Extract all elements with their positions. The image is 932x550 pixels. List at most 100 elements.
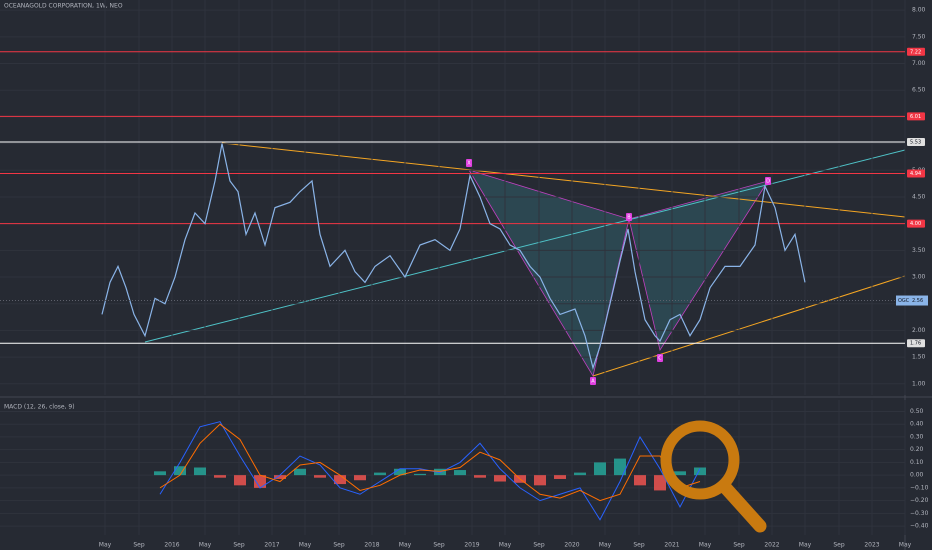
pattern-label: C — [658, 356, 662, 362]
magnifier-ring — [660, 420, 740, 500]
y-tick-label: 0.10 — [910, 459, 924, 466]
level-tag — [907, 47, 925, 56]
macd-histogram-bar — [394, 468, 406, 476]
macd-histogram-bar — [314, 475, 326, 478]
macd-histogram-bar — [654, 475, 666, 491]
macd-histogram-bar — [534, 475, 546, 486]
last-price-symbol: OGC — [898, 298, 910, 304]
y-tick-label: 7.50 — [912, 33, 926, 40]
trend-line — [221, 142, 906, 218]
last-price-tag — [896, 295, 928, 306]
magnifier-icon — [660, 420, 767, 533]
x-tick-label: Sep — [133, 542, 145, 549]
macd-histogram-bar — [694, 467, 706, 476]
level-tag — [907, 219, 925, 228]
level-label: 4.94 — [910, 171, 921, 177]
level-tag — [907, 339, 925, 348]
macd-histogram-bar — [274, 475, 286, 479]
level-tag — [907, 169, 925, 178]
macd-histogram-bar — [574, 472, 586, 476]
y-tick-label: −0.20 — [910, 497, 929, 504]
y-tick-label: −0.30 — [910, 510, 929, 517]
macd-histogram-bar — [554, 475, 566, 479]
macd-histogram-bar — [434, 468, 446, 476]
macd-histogram-bar — [174, 466, 186, 476]
x-tick-label: Sep — [733, 542, 745, 549]
x-tick-label: Sep — [833, 542, 845, 549]
macd-histogram-bar — [594, 462, 606, 476]
x-tick-label: Sep — [333, 542, 345, 549]
macd-histogram-bar — [674, 471, 686, 476]
last-price-label: 2.56 — [912, 298, 923, 304]
level-label: 1.76 — [910, 341, 921, 347]
level-label: 4.00 — [910, 221, 921, 227]
x-tick-label: May — [99, 542, 112, 549]
level-tag — [907, 137, 925, 146]
chart-title: OCEANAGOLD CORPORATION, 1W, NEO — [4, 3, 123, 10]
y-tick-label: 7.00 — [912, 60, 926, 67]
pattern-label: B — [627, 215, 631, 221]
macd-histogram-bar — [214, 475, 226, 478]
x-tick-label: Sep — [433, 542, 445, 549]
x-tick-label: 2020 — [564, 542, 579, 549]
x-tick-label: May — [699, 542, 712, 549]
macd-histogram-bar — [234, 475, 246, 486]
level-label: 7.22 — [910, 49, 921, 55]
x-tick-label: May — [799, 542, 812, 549]
x-tick-label: May — [499, 542, 512, 549]
y-tick-label: 0.20 — [910, 446, 924, 453]
macd-histogram-bar — [474, 475, 486, 478]
x-tick-label: May — [299, 542, 312, 549]
y-tick-label: 4.50 — [912, 193, 926, 200]
y-tick-label: 1.50 — [912, 354, 926, 361]
macd-histogram-bar — [254, 475, 266, 488]
trend-line — [592, 275, 906, 377]
x-tick-label: 2023 — [864, 542, 879, 549]
level-label: 6.01 — [910, 114, 921, 120]
pattern-tag — [626, 213, 632, 221]
y-tick-label: −0.10 — [910, 484, 929, 491]
y-tick-label: 3.50 — [912, 247, 926, 254]
macd-histogram-bar — [494, 475, 506, 482]
x-tick-label: 2021 — [664, 542, 679, 549]
macd-histogram-bar — [414, 473, 426, 476]
y-tick-label: 8.00 — [912, 7, 926, 14]
pattern-label: A — [591, 379, 595, 385]
x-tick-label: May — [899, 542, 912, 549]
macd-histogram-bar — [154, 471, 166, 476]
y-tick-label: 6.50 — [912, 87, 926, 94]
y-tick-label: 0.40 — [910, 421, 924, 428]
pattern-label: D — [766, 179, 770, 185]
macd-histogram-bar — [374, 472, 386, 476]
price-line — [101, 143, 806, 370]
x-tick-label: 2016 — [164, 542, 179, 549]
x-tick-label: Sep — [533, 542, 545, 549]
x-tick-label: May — [599, 542, 612, 549]
macd-histogram-bar — [454, 470, 466, 476]
y-tick-label: 0.50 — [910, 408, 924, 415]
x-tick-label: 2019 — [464, 542, 479, 549]
x-tick-label: 2018 — [364, 542, 379, 549]
x-tick-label: Sep — [633, 542, 645, 549]
y-tick-label: 0.30 — [910, 433, 924, 440]
x-tick-label: 2022 — [764, 542, 779, 549]
pattern-tag — [590, 377, 596, 385]
macd-histogram-bar — [294, 468, 306, 476]
macd-title: MACD (12, 26, close, 9) — [4, 404, 75, 411]
pattern-tag — [466, 159, 472, 167]
level-tag — [907, 112, 925, 121]
x-tick-label: May — [199, 542, 212, 549]
signal-line — [159, 423, 701, 502]
pattern-label: X — [467, 161, 471, 167]
y-tick-label: 2.00 — [912, 327, 926, 334]
x-tick-label: 2017 — [264, 542, 279, 549]
macd-histogram-bar — [354, 475, 366, 481]
y-tick-label: 3.00 — [912, 274, 926, 281]
macd-histogram-bar — [634, 475, 646, 486]
y-tick-label: 0.00 — [910, 472, 924, 479]
y-tick-label: −0.40 — [910, 523, 929, 530]
level-label: 5.53 — [910, 139, 921, 145]
pattern-tag — [657, 354, 663, 362]
